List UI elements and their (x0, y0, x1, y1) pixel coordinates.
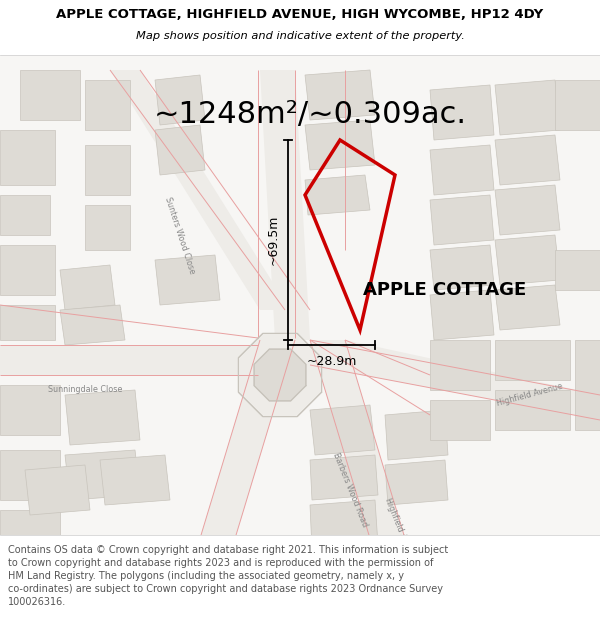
Polygon shape (430, 145, 494, 195)
Polygon shape (0, 385, 60, 435)
Polygon shape (495, 235, 560, 285)
Text: co-ordinates) are subject to Crown copyright and database rights 2023 Ordnance S: co-ordinates) are subject to Crown copyr… (8, 584, 443, 594)
Polygon shape (305, 120, 375, 170)
Polygon shape (20, 70, 80, 120)
Polygon shape (110, 70, 290, 310)
Polygon shape (430, 195, 494, 245)
Polygon shape (555, 250, 600, 290)
Polygon shape (310, 500, 378, 550)
Polygon shape (0, 345, 260, 375)
Polygon shape (0, 510, 60, 555)
Polygon shape (155, 75, 205, 125)
Text: Contains OS data © Crown copyright and database right 2021. This information is : Contains OS data © Crown copyright and d… (8, 545, 448, 555)
Text: 100026316.: 100026316. (8, 597, 66, 607)
Polygon shape (85, 205, 130, 250)
Text: to Crown copyright and database rights 2023 and is reproduced with the permissio: to Crown copyright and database rights 2… (8, 558, 433, 568)
Polygon shape (60, 265, 115, 310)
Polygon shape (495, 80, 560, 135)
Polygon shape (254, 349, 306, 401)
Polygon shape (385, 460, 448, 505)
Polygon shape (238, 333, 322, 417)
Polygon shape (495, 390, 570, 430)
Polygon shape (430, 400, 490, 440)
Polygon shape (430, 340, 490, 390)
Polygon shape (575, 340, 600, 430)
Polygon shape (430, 290, 494, 340)
Polygon shape (495, 135, 560, 185)
Text: Sunters Wood Close: Sunters Wood Close (163, 196, 197, 274)
Text: Sunningdale Close: Sunningdale Close (48, 386, 122, 394)
Text: HM Land Registry. The polygons (including the associated geometry, namely x, y: HM Land Registry. The polygons (includin… (8, 571, 404, 581)
Polygon shape (305, 175, 370, 215)
Text: APPLE COTTAGE: APPLE COTTAGE (364, 281, 527, 299)
Polygon shape (495, 285, 560, 330)
Text: ~1248m²/~0.309ac.: ~1248m²/~0.309ac. (154, 101, 467, 129)
Polygon shape (140, 555, 230, 625)
Polygon shape (0, 305, 55, 340)
Polygon shape (0, 195, 50, 235)
Text: Highfield Avenue: Highfield Avenue (496, 382, 564, 408)
Polygon shape (155, 125, 205, 175)
Polygon shape (310, 340, 600, 420)
Polygon shape (60, 305, 125, 345)
Polygon shape (260, 70, 310, 340)
Text: APPLE COTTAGE, HIGHFIELD AVENUE, HIGH WYCOMBE, HP12 4DY: APPLE COTTAGE, HIGHFIELD AVENUE, HIGH WY… (56, 9, 544, 21)
Polygon shape (495, 340, 570, 380)
Polygon shape (195, 340, 295, 555)
Polygon shape (0, 130, 55, 185)
Polygon shape (100, 455, 170, 505)
Polygon shape (65, 450, 140, 500)
Polygon shape (310, 340, 410, 555)
Polygon shape (155, 255, 220, 305)
Polygon shape (310, 455, 378, 500)
Polygon shape (430, 85, 494, 140)
Polygon shape (310, 405, 375, 455)
Polygon shape (495, 185, 560, 235)
Polygon shape (25, 465, 90, 515)
Polygon shape (0, 450, 60, 500)
Polygon shape (385, 410, 448, 460)
Polygon shape (305, 70, 375, 120)
Bar (0, 535, 600, 625)
Text: ~28.9m: ~28.9m (307, 355, 356, 368)
Polygon shape (85, 145, 130, 195)
Polygon shape (65, 390, 140, 445)
Polygon shape (555, 80, 600, 130)
Text: Barbers Wood Road: Barbers Wood Road (331, 452, 369, 528)
Text: ~69.5m: ~69.5m (267, 215, 280, 265)
Polygon shape (0, 245, 55, 295)
Polygon shape (430, 245, 494, 290)
Text: Highfield Avenue: Highfield Avenue (383, 497, 417, 563)
Text: Map shows position and indicative extent of the property.: Map shows position and indicative extent… (136, 31, 464, 41)
Polygon shape (85, 80, 130, 130)
Bar (0, 0, 600, 55)
Polygon shape (375, 555, 480, 625)
